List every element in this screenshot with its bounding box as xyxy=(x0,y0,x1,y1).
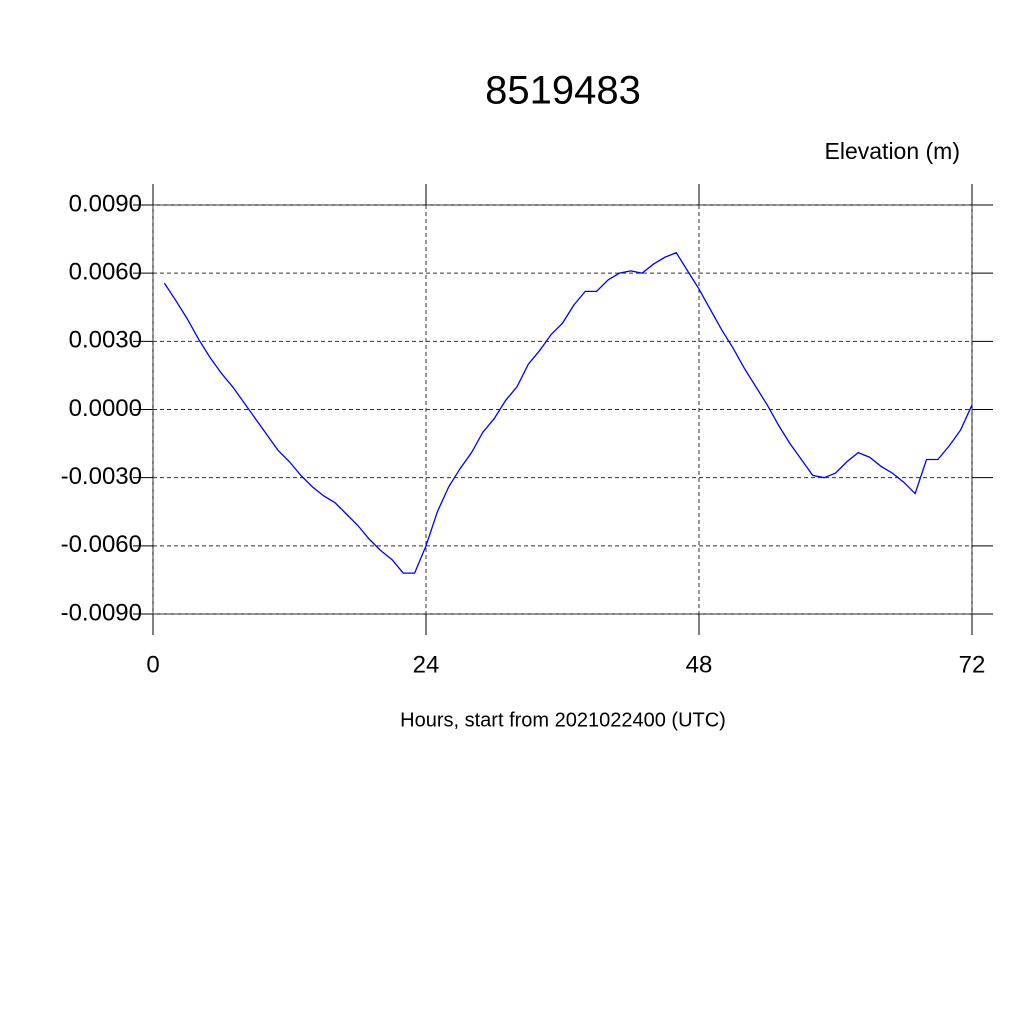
y-axis-label: Elevation (m) xyxy=(825,138,960,164)
y-tick-label: -0.0030 xyxy=(61,463,142,490)
y-tick-label: 0.0090 xyxy=(69,190,142,217)
chart-title: 8519483 xyxy=(485,69,641,113)
x-tick-label: 72 xyxy=(959,651,986,678)
y-tick-label: -0.0060 xyxy=(61,531,142,558)
y-tick-label: 0.0000 xyxy=(69,395,142,422)
x-tick-label: 48 xyxy=(686,651,713,678)
x-tick-label: 24 xyxy=(413,651,440,678)
x-tick-label: 0 xyxy=(146,651,159,678)
y-tick-label: 0.0060 xyxy=(69,259,142,286)
data-line xyxy=(163,251,973,574)
y-tick-label: 0.0030 xyxy=(69,327,142,354)
x-axis-label: Hours, start from 2021022400 (UTC) xyxy=(400,709,726,731)
y-tick-label: -0.0090 xyxy=(61,599,142,626)
